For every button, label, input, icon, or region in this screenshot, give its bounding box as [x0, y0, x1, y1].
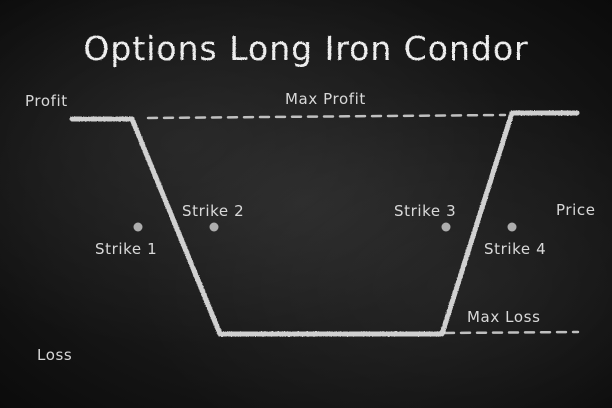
max-loss-dashed-line	[443, 330, 580, 335]
profit-label: Profit	[25, 92, 68, 110]
strike-4-marker	[507, 222, 517, 232]
strike-1-label: Strike 1	[95, 240, 157, 258]
loss-label: Loss	[37, 346, 72, 364]
max-profit-dashed-line	[146, 113, 507, 120]
payoff-curve	[69, 110, 580, 337]
strike-4-label: Strike 4	[484, 240, 546, 258]
diagram-title: Options Long Iron Condor	[83, 29, 528, 68]
strike-1-marker	[133, 222, 143, 232]
max-loss-label: Max Loss	[467, 308, 540, 326]
strike-2-marker	[209, 222, 219, 232]
price-label: Price	[556, 201, 596, 219]
strike-2-label: Strike 2	[182, 202, 244, 220]
strike-3-label: Strike 3	[394, 202, 456, 220]
max-profit-label: Max Profit	[285, 90, 366, 108]
strike-3-marker	[441, 222, 451, 232]
